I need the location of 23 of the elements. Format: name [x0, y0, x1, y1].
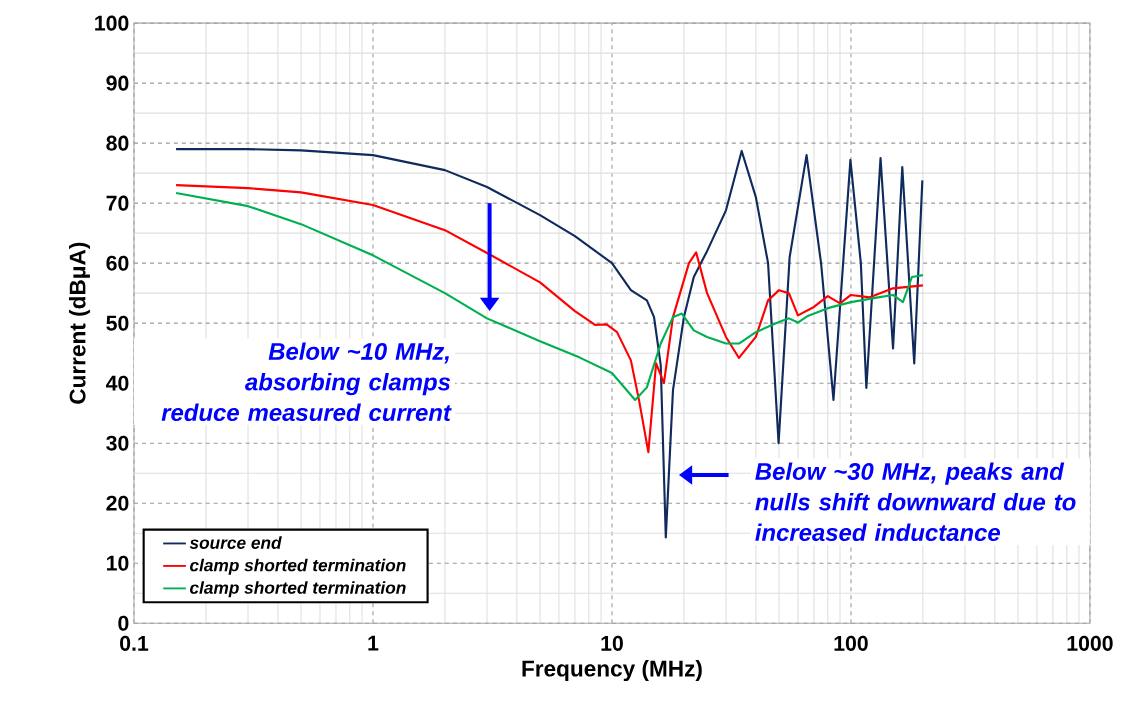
- y-tick-label: 30: [106, 435, 129, 451]
- x-tick-label: 100: [834, 635, 868, 651]
- annotation: Below ~10 MHz, absorbing clamps reduce measured current: [161, 342, 452, 421]
- legend-label: clamp shorted termination: [190, 581, 406, 598]
- x-tick-label: 1000: [1067, 635, 1113, 651]
- y-tick-label: 60: [106, 255, 129, 271]
- y-axis-title: Current (dBμA): [68, 242, 91, 404]
- x-tick-label: 1: [368, 635, 379, 651]
- y-tick-label: 70: [106, 195, 129, 211]
- y-tick-label: 100: [95, 15, 129, 31]
- annotation: Below ~30 MHz, peaks and nulls shift downward due to increased inductance: [755, 462, 1076, 542]
- legend-label: source end: [189, 536, 282, 549]
- x-tick-label: 0.1: [120, 635, 149, 651]
- x-axis-title: Frequency (MHz): [522, 659, 702, 681]
- y-tick-label: 50: [106, 315, 129, 331]
- x-tick-label: 10: [601, 635, 623, 651]
- y-tick-label: 10: [106, 555, 129, 571]
- y-tick-label: 40: [105, 375, 129, 391]
- y-tick-label: 0: [118, 615, 129, 631]
- y-tick-label: 80: [106, 135, 129, 151]
- legend-label: clamp shorted termination: [190, 558, 406, 575]
- y-tick-label: 20: [106, 495, 129, 511]
- y-tick-label: 90: [106, 75, 129, 91]
